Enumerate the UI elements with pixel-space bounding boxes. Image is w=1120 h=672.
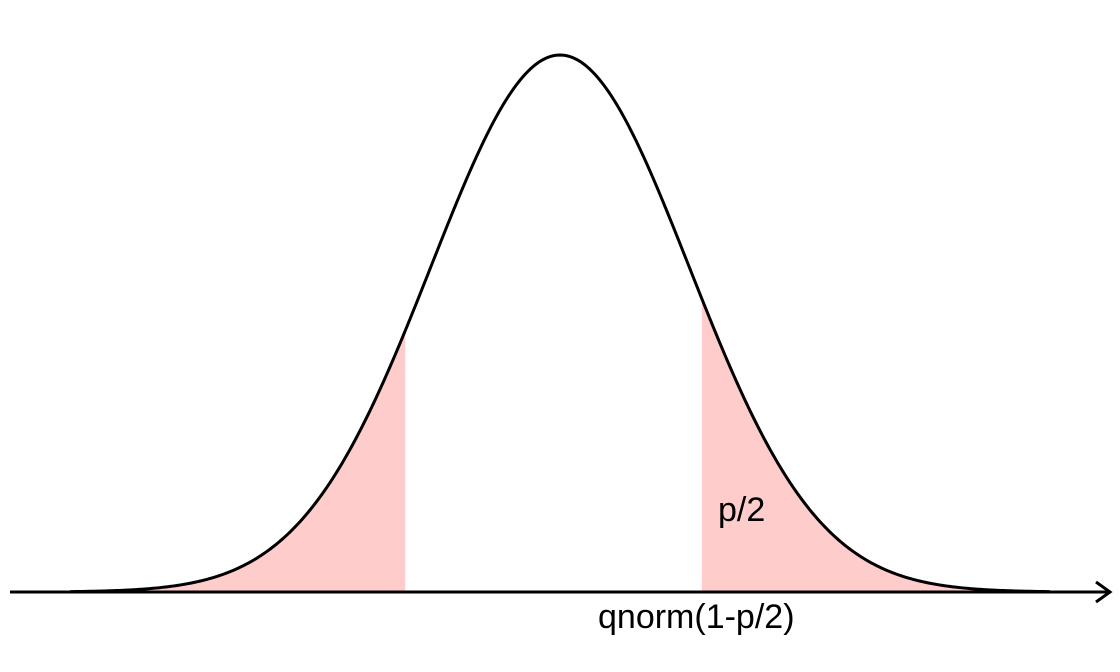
- density-curve: [69, 53, 1051, 594]
- quantile-label: qnorm(1-p/2): [598, 598, 795, 636]
- x-axis-arrowhead: [1095, 580, 1113, 604]
- left-tail-shaded-area: [70, 330, 406, 592]
- tail-probability-label: p/2: [718, 491, 765, 529]
- right-tail-shaded-area: [701, 298, 1050, 592]
